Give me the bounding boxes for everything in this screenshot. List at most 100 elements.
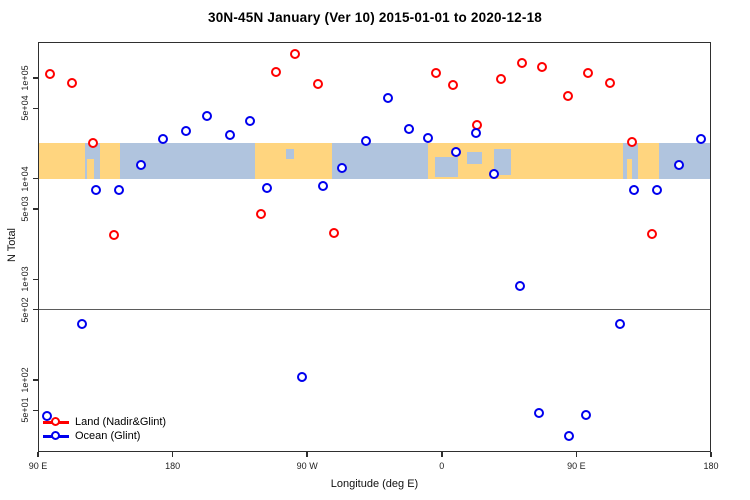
y-axis-tick bbox=[33, 409, 38, 412]
y-axis-tick bbox=[33, 177, 38, 180]
land-data-point bbox=[604, 78, 615, 89]
legend-row: Land (Nadir&Glint) bbox=[43, 416, 243, 430]
ocean-data-point bbox=[318, 180, 329, 191]
land-data-point bbox=[646, 229, 657, 240]
ocean-data-point bbox=[614, 318, 625, 329]
map-band-land-segment bbox=[428, 143, 623, 179]
map-band-sea-patch bbox=[286, 148, 295, 160]
legend: Land (Nadir&Glint) Ocean (Glint) bbox=[43, 416, 243, 446]
x-axis-tick bbox=[575, 452, 578, 457]
map-band-land-segment bbox=[100, 143, 121, 179]
land-data-point bbox=[271, 66, 282, 77]
y-axis-tick bbox=[33, 278, 38, 281]
ocean-data-point bbox=[422, 133, 433, 144]
y-axis-tick-label: 5e+02 bbox=[20, 296, 30, 323]
ocean-data-point bbox=[245, 115, 256, 126]
ocean-data-point bbox=[488, 169, 499, 180]
land-data-point bbox=[516, 57, 527, 68]
ocean-data-point bbox=[628, 185, 639, 196]
y-axis-tick bbox=[33, 379, 38, 381]
land-data-point bbox=[495, 73, 506, 84]
legend-land-marker-icon bbox=[51, 417, 60, 426]
ocean-data-point bbox=[77, 318, 88, 329]
land-data-point bbox=[313, 79, 324, 90]
land-data-point bbox=[88, 138, 99, 149]
x-axis-tick bbox=[306, 452, 308, 457]
ocean-data-point bbox=[91, 185, 102, 196]
land-data-point bbox=[44, 68, 55, 79]
map-band-land-patch bbox=[626, 159, 633, 179]
map-band-sea-patch bbox=[494, 148, 511, 176]
x-axis-tick-label: 90 E bbox=[28, 461, 48, 471]
map-band-land-segment bbox=[38, 143, 86, 179]
y-axis-tick-label: 1e+04 bbox=[20, 166, 30, 192]
reference-line-500 bbox=[38, 308, 711, 311]
legend-label: Ocean (Glint) bbox=[75, 430, 141, 442]
land-data-point bbox=[562, 91, 573, 102]
y-axis-tick-label: 5e+03 bbox=[20, 196, 30, 222]
land-data-point bbox=[67, 78, 78, 89]
x-axis-title: Longitude (deg E) bbox=[330, 478, 419, 490]
x-axis-tick bbox=[441, 452, 443, 457]
land-data-point bbox=[256, 209, 267, 220]
y-axis-tick-label: 1e+02 bbox=[20, 367, 30, 393]
land-data-point bbox=[582, 68, 593, 79]
y-axis-tick bbox=[33, 107, 38, 110]
y-axis-tick-label: 1e+03 bbox=[20, 266, 30, 292]
x-axis-tick bbox=[710, 452, 712, 457]
legend-row: Ocean (Glint) bbox=[43, 430, 243, 444]
x-axis-tick-label: 90 W bbox=[296, 461, 318, 471]
y-axis-tick-label: 5e+01 bbox=[20, 397, 30, 423]
x-axis-tick-label: 90 E bbox=[567, 461, 586, 471]
y-axis-title: N Total bbox=[6, 227, 18, 263]
ocean-data-point bbox=[651, 185, 662, 196]
y-axis-tick-label: 1e+05 bbox=[20, 65, 30, 91]
ocean-data-point bbox=[225, 130, 236, 141]
ocean-data-point bbox=[563, 430, 574, 441]
ocean-data-point bbox=[202, 111, 213, 122]
ocean-data-point bbox=[337, 162, 348, 173]
land-data-point bbox=[329, 227, 340, 238]
land-data-point bbox=[290, 49, 301, 60]
ocean-data-point bbox=[470, 128, 481, 139]
y-axis-tick-label: 5e+04 bbox=[20, 95, 30, 121]
map-band-land-segment bbox=[637, 143, 659, 179]
x-axis-tick bbox=[37, 452, 39, 457]
y-axis-tick bbox=[33, 308, 38, 311]
y-axis-tick bbox=[33, 77, 38, 79]
ocean-data-point bbox=[450, 147, 461, 157]
land-data-point bbox=[430, 68, 441, 79]
ocean-data-point bbox=[136, 159, 147, 170]
ocean-data-point bbox=[114, 185, 125, 196]
ocean-data-point bbox=[673, 159, 684, 170]
x-axis-tick-label: 180 bbox=[165, 461, 181, 471]
map-band-sea-patch bbox=[435, 157, 459, 177]
land-data-point bbox=[626, 137, 637, 148]
ocean-data-point bbox=[382, 93, 393, 104]
ocean-data-point bbox=[297, 372, 308, 383]
ocean-data-point bbox=[41, 410, 52, 421]
chart-title: 30N-45N January (Ver 10) 2015-01-01 to 2… bbox=[208, 10, 542, 25]
ocean-data-point bbox=[514, 280, 525, 291]
ocean-data-point bbox=[181, 126, 192, 137]
land-data-point bbox=[536, 61, 547, 72]
ocean-data-point bbox=[262, 182, 273, 193]
x-axis-tick-label: 180 bbox=[703, 461, 719, 471]
land-data-point bbox=[447, 80, 458, 91]
ocean-data-point bbox=[360, 135, 371, 146]
ocean-data-point bbox=[695, 133, 706, 144]
land-data-point bbox=[109, 230, 120, 241]
ocean-data-point bbox=[580, 409, 591, 420]
y-axis-tick bbox=[33, 208, 38, 210]
x-axis-tick bbox=[171, 452, 174, 457]
ocean-data-point bbox=[158, 133, 169, 144]
ocean-data-point bbox=[533, 408, 544, 418]
plot-area-border bbox=[38, 42, 711, 452]
legend-label: Land (Nadir&Glint) bbox=[75, 416, 167, 428]
legend-ocean-marker-icon bbox=[51, 431, 60, 440]
x-axis-tick-label: 0 bbox=[439, 461, 445, 471]
map-band-land-patch bbox=[87, 159, 95, 179]
ocean-data-point bbox=[403, 124, 414, 135]
map-band-sea-patch bbox=[467, 152, 483, 165]
